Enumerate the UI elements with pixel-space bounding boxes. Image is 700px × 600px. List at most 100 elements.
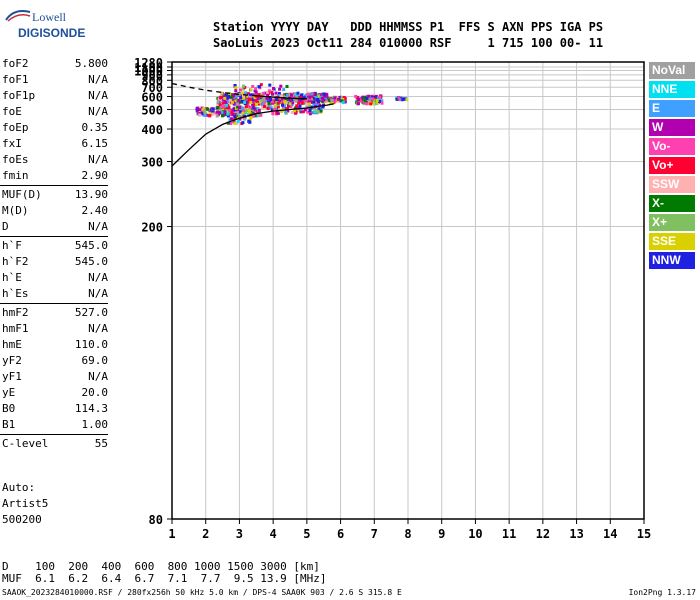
echo-point: [235, 121, 239, 125]
echo-point: [319, 107, 323, 110]
echo-point: [248, 120, 252, 124]
echo-point: [202, 107, 206, 111]
echo-point: [224, 101, 228, 105]
echo-point: [259, 92, 263, 96]
param-row: foF2 5.800: [0, 56, 168, 72]
echo-point: [251, 106, 255, 110]
echo-point: [279, 94, 283, 98]
echo-point: [216, 106, 220, 110]
echo-point: [404, 98, 408, 102]
echo-point: [228, 113, 232, 117]
echo-point: [397, 96, 401, 100]
panel-separator: [0, 434, 108, 435]
echo-point: [334, 99, 338, 103]
echo-point: [322, 95, 326, 99]
param-row: yF2 69.0: [0, 353, 168, 369]
echo-point: [373, 95, 377, 99]
echo-point: [196, 106, 200, 110]
echo-point: [314, 96, 318, 99]
echo-point: [321, 105, 325, 109]
echo-point: [303, 108, 307, 112]
echo-point: [256, 96, 260, 100]
echo-point: [249, 93, 253, 97]
echo-point: [356, 96, 360, 99]
param-value: 1.00: [81, 418, 109, 431]
param-name: yF2: [2, 354, 22, 367]
echo-point: [230, 100, 234, 104]
echo-point: [372, 102, 376, 106]
echo-point: [241, 106, 244, 110]
echo-point: [343, 100, 347, 104]
param-value: N/A: [88, 271, 108, 284]
echo-point: [227, 94, 231, 98]
echo-point: [277, 92, 281, 95]
echo-point: [227, 99, 230, 103]
echo-point: [228, 98, 232, 102]
echo-point: [249, 101, 253, 104]
param-value: 6.15: [81, 137, 109, 150]
x-tick-label: 4: [270, 527, 277, 541]
x-tick-label: 6: [337, 527, 344, 541]
echo-point: [254, 90, 258, 94]
echo-point: [241, 91, 245, 95]
echo-point: [226, 114, 230, 118]
echo-point: [319, 109, 323, 113]
echo-point: [292, 109, 296, 113]
echo-point: [270, 108, 274, 112]
echo-point: [342, 96, 346, 99]
logo-digisonde: DIGISONDE: [18, 26, 86, 40]
echo-point: [257, 93, 261, 97]
echo-point: [241, 99, 245, 103]
echo-point: [234, 96, 238, 100]
echo-point: [320, 96, 324, 100]
echo-point: [365, 94, 369, 98]
echo-point: [324, 97, 328, 101]
echo-point: [211, 110, 215, 114]
param-name: B0: [2, 402, 16, 415]
echo-point: [293, 98, 297, 102]
echo-point: [286, 93, 289, 97]
echo-point: [242, 87, 246, 91]
echo-point: [313, 110, 317, 114]
trace-lines: [171, 82, 334, 167]
echo-point: [275, 98, 279, 102]
echo-point: [245, 108, 249, 112]
echo-point: [358, 99, 362, 103]
echo-point: [259, 83, 263, 87]
echo-point: [325, 98, 329, 102]
echo-point: [276, 101, 280, 105]
param-name: fmin: [2, 169, 29, 182]
param-name: hmF2: [2, 306, 29, 319]
echo-point: [291, 101, 295, 105]
param-row: hmF1 N/A: [0, 321, 168, 337]
echo-point: [301, 110, 305, 114]
echo-point: [295, 96, 299, 100]
echo-point: [367, 94, 371, 98]
echo-point: [236, 93, 240, 97]
auto-artist: Artist5: [2, 497, 49, 510]
echo-point: [263, 105, 266, 108]
param-name: foF1p: [2, 89, 36, 102]
param-name: MUF(D): [2, 188, 42, 201]
echo-point: [254, 93, 258, 96]
param-row: D N/A: [0, 219, 168, 235]
echo-point: [262, 96, 266, 100]
echo-point: [211, 107, 215, 111]
param-value: N/A: [88, 220, 108, 233]
echo-point: [249, 116, 253, 120]
auto-label: Auto:: [2, 481, 36, 494]
echo-point: [296, 108, 300, 112]
echo-point: [372, 98, 376, 102]
x-tick-label: 12: [536, 527, 550, 541]
param-name: foF1: [2, 73, 29, 86]
echo-point: [370, 100, 374, 104]
param-value: N/A: [88, 370, 108, 383]
y-tick-label: 800: [141, 74, 163, 88]
echo-point: [312, 103, 316, 107]
echo-point: [262, 91, 266, 95]
echo-point: [223, 105, 227, 109]
echo-point: [271, 96, 275, 100]
echo-point: [251, 103, 255, 107]
x-tick-label: 9: [438, 527, 445, 541]
legend-item-w: W: [649, 119, 695, 136]
